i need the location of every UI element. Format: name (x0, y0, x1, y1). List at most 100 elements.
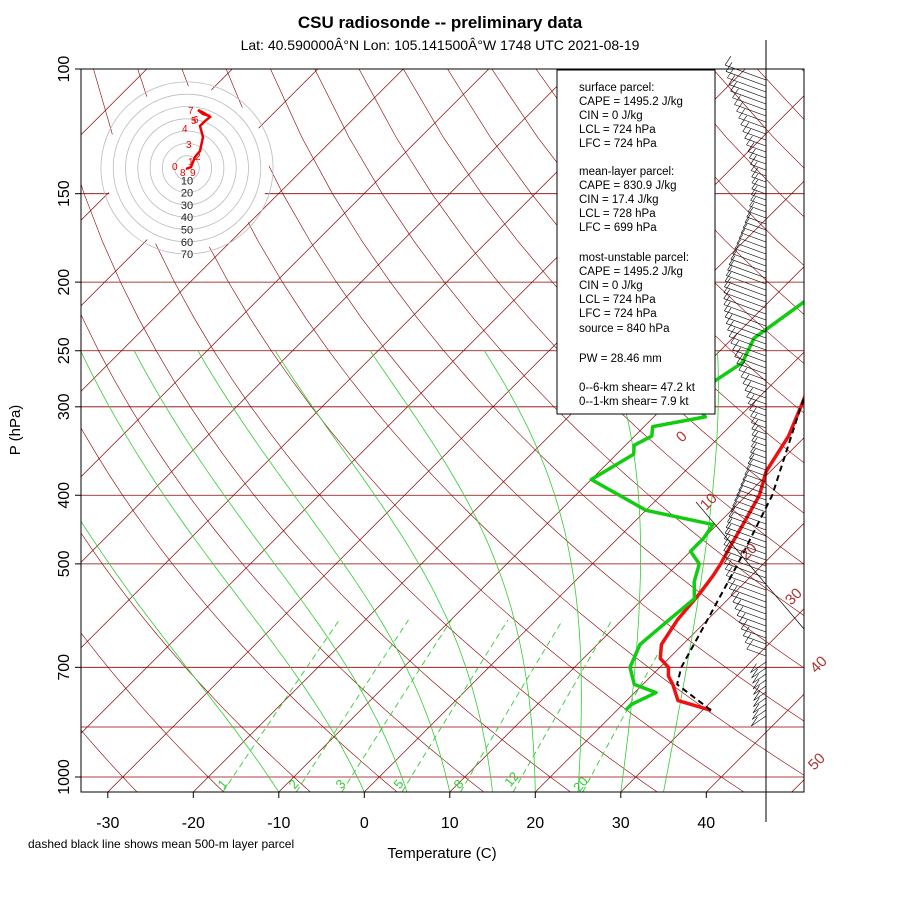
info-line: CAPE = 1495.2 J/kg (579, 266, 683, 278)
wind-barb (724, 64, 767, 81)
hodograph-point-label: 1 (188, 157, 194, 168)
wind-barb-flag (744, 381, 752, 391)
isotherm-line (620, 608, 804, 792)
wind-barb-flag (730, 501, 737, 512)
wind-barb (725, 527, 767, 543)
wind-barb-flag (751, 668, 758, 679)
moist-adiabat (81, 520, 280, 792)
wind-barb (752, 703, 767, 714)
isotherm-line (791, 779, 804, 792)
y-tick-label: 500 (56, 550, 73, 577)
x-tick-label: -10 (267, 815, 290, 832)
wind-barb-flag (742, 218, 750, 228)
wind-barb (750, 164, 767, 171)
wind-barb-flag (742, 122, 750, 132)
wind-barb (751, 176, 767, 183)
wind-barb-flag (751, 419, 759, 429)
wind-barb-flag (723, 295, 731, 305)
wind-barb (734, 104, 767, 117)
y-tick-label: 300 (56, 393, 73, 420)
wind-barb-flag (723, 283, 731, 293)
wind-barb-flag (752, 710, 759, 720)
wind-barb-flag (751, 437, 758, 447)
chart-subtitle: Lat: 40.590000Â°N Lon: 105.141500Â°W 174… (241, 37, 640, 53)
x-axis: -30 -20 -10 0 10 20 30 40 (96, 792, 715, 832)
wind-barb-flag (734, 239, 742, 249)
isotherm-line (81, 69, 404, 392)
wind-barb-flag (724, 277, 731, 287)
hodograph-point-label: 2 (195, 152, 201, 163)
hodograph-ring-label: 30 (181, 200, 193, 212)
wind-barb (746, 144, 767, 153)
wind-barb (727, 521, 767, 537)
wind-barb-flag (753, 697, 760, 707)
wind-barb-flag (751, 167, 758, 177)
isotherm-line (364, 351, 804, 792)
info-line: LFC = 724 hPa (579, 308, 657, 320)
mixing-ratio-line (460, 619, 564, 792)
series-layer (589, 299, 804, 712)
hodograph-ring-label: 50 (181, 225, 193, 237)
moist-adiabat (369, 350, 536, 792)
wind-barb (727, 329, 767, 345)
hodograph-ring-label: 40 (181, 212, 193, 224)
plot-frame (80, 68, 805, 793)
wind-barb-flag (740, 475, 748, 485)
wind-barb-flag (725, 266, 733, 276)
wind-barb-flag (727, 320, 734, 331)
wind-barb (725, 316, 767, 333)
wind-barb (752, 673, 767, 684)
wind-barb (724, 286, 767, 303)
wind-barb (742, 383, 767, 393)
wind-barb (723, 544, 767, 561)
isotherm-label: 0 (673, 428, 691, 446)
dry-adiabat (535, 69, 804, 364)
wind-barb (729, 264, 767, 279)
dry-adiabat (801, 69, 804, 72)
wind-barb (751, 182, 767, 189)
info-line: LFC = 724 hPa (579, 138, 657, 150)
wind-barb-flag (724, 55, 732, 66)
info-line: 0--1-km shear= 7.9 kt (579, 396, 689, 408)
wind-barbs (695, 40, 805, 822)
wind-barb (740, 376, 767, 387)
wind-barb (725, 280, 767, 297)
wind-barb (738, 369, 767, 381)
dry-adiabat (93, 69, 658, 792)
isotherm-line (193, 180, 804, 792)
wind-barb (747, 151, 767, 159)
wind-barb-flag (734, 95, 741, 105)
wind-barb-flag (750, 407, 757, 417)
wind-barb (728, 336, 767, 351)
wind-barb-flag (751, 425, 759, 436)
wind-barb (736, 243, 767, 255)
info-line: PW = 28.46 mm (579, 353, 662, 365)
y-tick-label: 200 (56, 269, 73, 296)
wind-barb-flag (744, 465, 752, 475)
wind-barb-flag (728, 327, 736, 337)
wind-barb-flag (747, 202, 755, 212)
wind-barb (752, 679, 767, 690)
wind-barb-flag (749, 448, 756, 459)
wind-barb-flag (726, 566, 733, 576)
wind-barb-flag (740, 367, 748, 378)
wind-barb-flag (736, 234, 744, 244)
dry-adiabat (270, 69, 804, 669)
wind-barb-flag (744, 129, 751, 139)
wind-barb-flag (732, 244, 740, 255)
wind-barb-flag (751, 413, 758, 423)
wind-barb-flag (723, 535, 731, 545)
wind-barb (749, 157, 767, 165)
dry-adiabat (81, 183, 571, 792)
y-tick-label: 700 (56, 654, 73, 681)
hodograph-ring (174, 155, 200, 181)
wind-barb (751, 422, 767, 429)
wind-barb-flag (736, 606, 744, 616)
hodograph-point-label: 3 (186, 140, 192, 151)
wind-barb (738, 237, 767, 249)
wind-barb-flag (740, 619, 748, 630)
hodograph-point-label: 6 (193, 115, 199, 126)
wind-barb (749, 409, 767, 417)
dry-adiabat (81, 632, 224, 792)
mixing-ratio-line (222, 619, 340, 792)
